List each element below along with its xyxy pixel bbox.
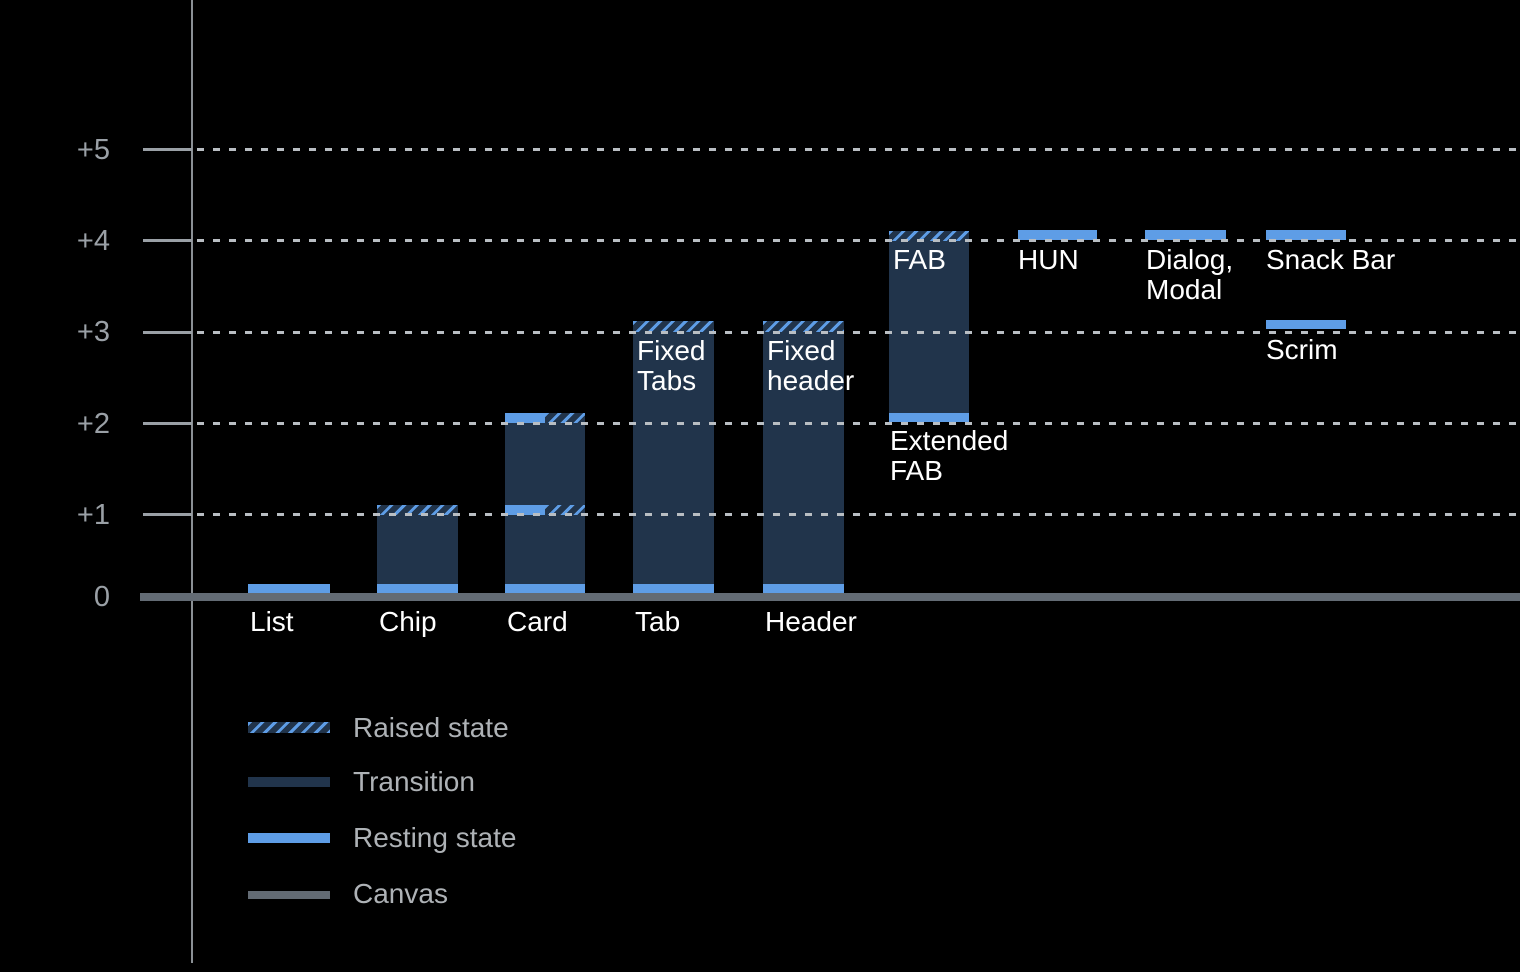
hun-label: HUN <box>1018 244 1079 275</box>
y-tick-label-5: +5 <box>76 134 110 166</box>
chip-raised-band <box>377 505 458 515</box>
scrim-resting-band <box>1266 320 1346 329</box>
legend-label-raised-state: Raised state <box>353 712 509 743</box>
y-axis-line <box>191 0 193 963</box>
fab-raised-band <box>889 231 969 241</box>
list-label: List <box>250 606 294 637</box>
gridline-plus1 <box>197 513 1520 516</box>
y-tick-label-1: +1 <box>76 499 110 531</box>
card-label: Card <box>507 606 568 637</box>
tab-bar-label-line2: Tabs <box>637 365 697 396</box>
card-resting-band <box>505 584 585 593</box>
card-transition-body-lower <box>505 515 585 584</box>
legend-swatch-canvas <box>248 891 330 899</box>
gridline-plus5 <box>197 148 1520 151</box>
snackbar-label: Snack Bar <box>1266 244 1396 275</box>
card-resting-band-plus2 <box>505 413 545 423</box>
legend-label-transition: Transition <box>353 766 475 797</box>
header-bar-label: Fixed header <box>767 336 854 396</box>
header-raised-band <box>763 321 844 332</box>
chip-label: Chip <box>379 606 437 637</box>
fab-transition-body <box>889 241 969 413</box>
legend-label-resting-state: Resting state <box>353 822 517 853</box>
tab-bar-label: Fixed Tabs <box>637 336 705 396</box>
extended-fab-label: Extended FAB <box>890 426 1008 486</box>
y-tick-label-3: +3 <box>76 316 110 348</box>
tab-label: Tab <box>635 606 681 637</box>
legend-swatch-resting-state <box>248 833 330 843</box>
gridline-plus3 <box>197 331 1520 334</box>
canvas-baseline <box>140 593 1520 601</box>
header-label: Header <box>765 606 857 637</box>
legend-label-canvas: Canvas <box>353 878 448 909</box>
tab-resting-band <box>633 584 714 593</box>
y-tick-label-2: +2 <box>76 408 110 440</box>
y-tick-label-4: +4 <box>76 225 110 257</box>
y-tick-label-0: 0 <box>93 581 110 613</box>
scrim-label: Scrim <box>1266 334 1338 365</box>
fab-bar-label: FAB <box>893 244 946 275</box>
extended-fab-label-line2: FAB <box>890 455 943 486</box>
header-bar-label-line1: Fixed <box>767 335 836 366</box>
tab-bar-label-line1: Fixed <box>637 335 706 366</box>
y-tick-4 <box>143 239 192 242</box>
chip-resting-band <box>377 584 458 593</box>
tab-transition-body <box>633 332 714 584</box>
dialog-modal-label: Dialog, Modal <box>1146 245 1233 305</box>
card-raised-band-plus2 <box>545 413 585 423</box>
extended-fab-label-line1: Extended <box>890 425 1009 456</box>
header-bar-label-line2: header <box>767 365 855 396</box>
list-resting-band <box>248 584 330 593</box>
chip-transition-body <box>377 515 458 584</box>
legend-swatch-transition <box>248 777 330 787</box>
y-tick-2 <box>143 422 192 425</box>
card-raised-band-plus1 <box>545 505 585 515</box>
header-resting-band <box>763 584 844 593</box>
y-tick-1 <box>143 513 192 516</box>
snackbar-resting-band <box>1266 230 1346 240</box>
dialog-modal-label-line2: Modal <box>1146 274 1223 305</box>
legend-swatch-raised-state <box>248 722 330 733</box>
fab-resting-band <box>889 413 969 422</box>
hun-resting-band <box>1018 230 1097 240</box>
gridline-plus4 <box>197 239 1520 242</box>
dialog-resting-band <box>1145 230 1226 240</box>
y-tick-5 <box>143 148 192 151</box>
gridline-plus2 <box>197 422 1520 425</box>
card-resting-band-plus1 <box>505 505 545 515</box>
header-transition-body <box>763 332 844 584</box>
card-transition-body-upper <box>505 423 585 505</box>
dialog-modal-label-line1: Dialog, <box>1146 244 1234 275</box>
tab-raised-band <box>633 321 714 332</box>
y-tick-3 <box>143 331 192 334</box>
